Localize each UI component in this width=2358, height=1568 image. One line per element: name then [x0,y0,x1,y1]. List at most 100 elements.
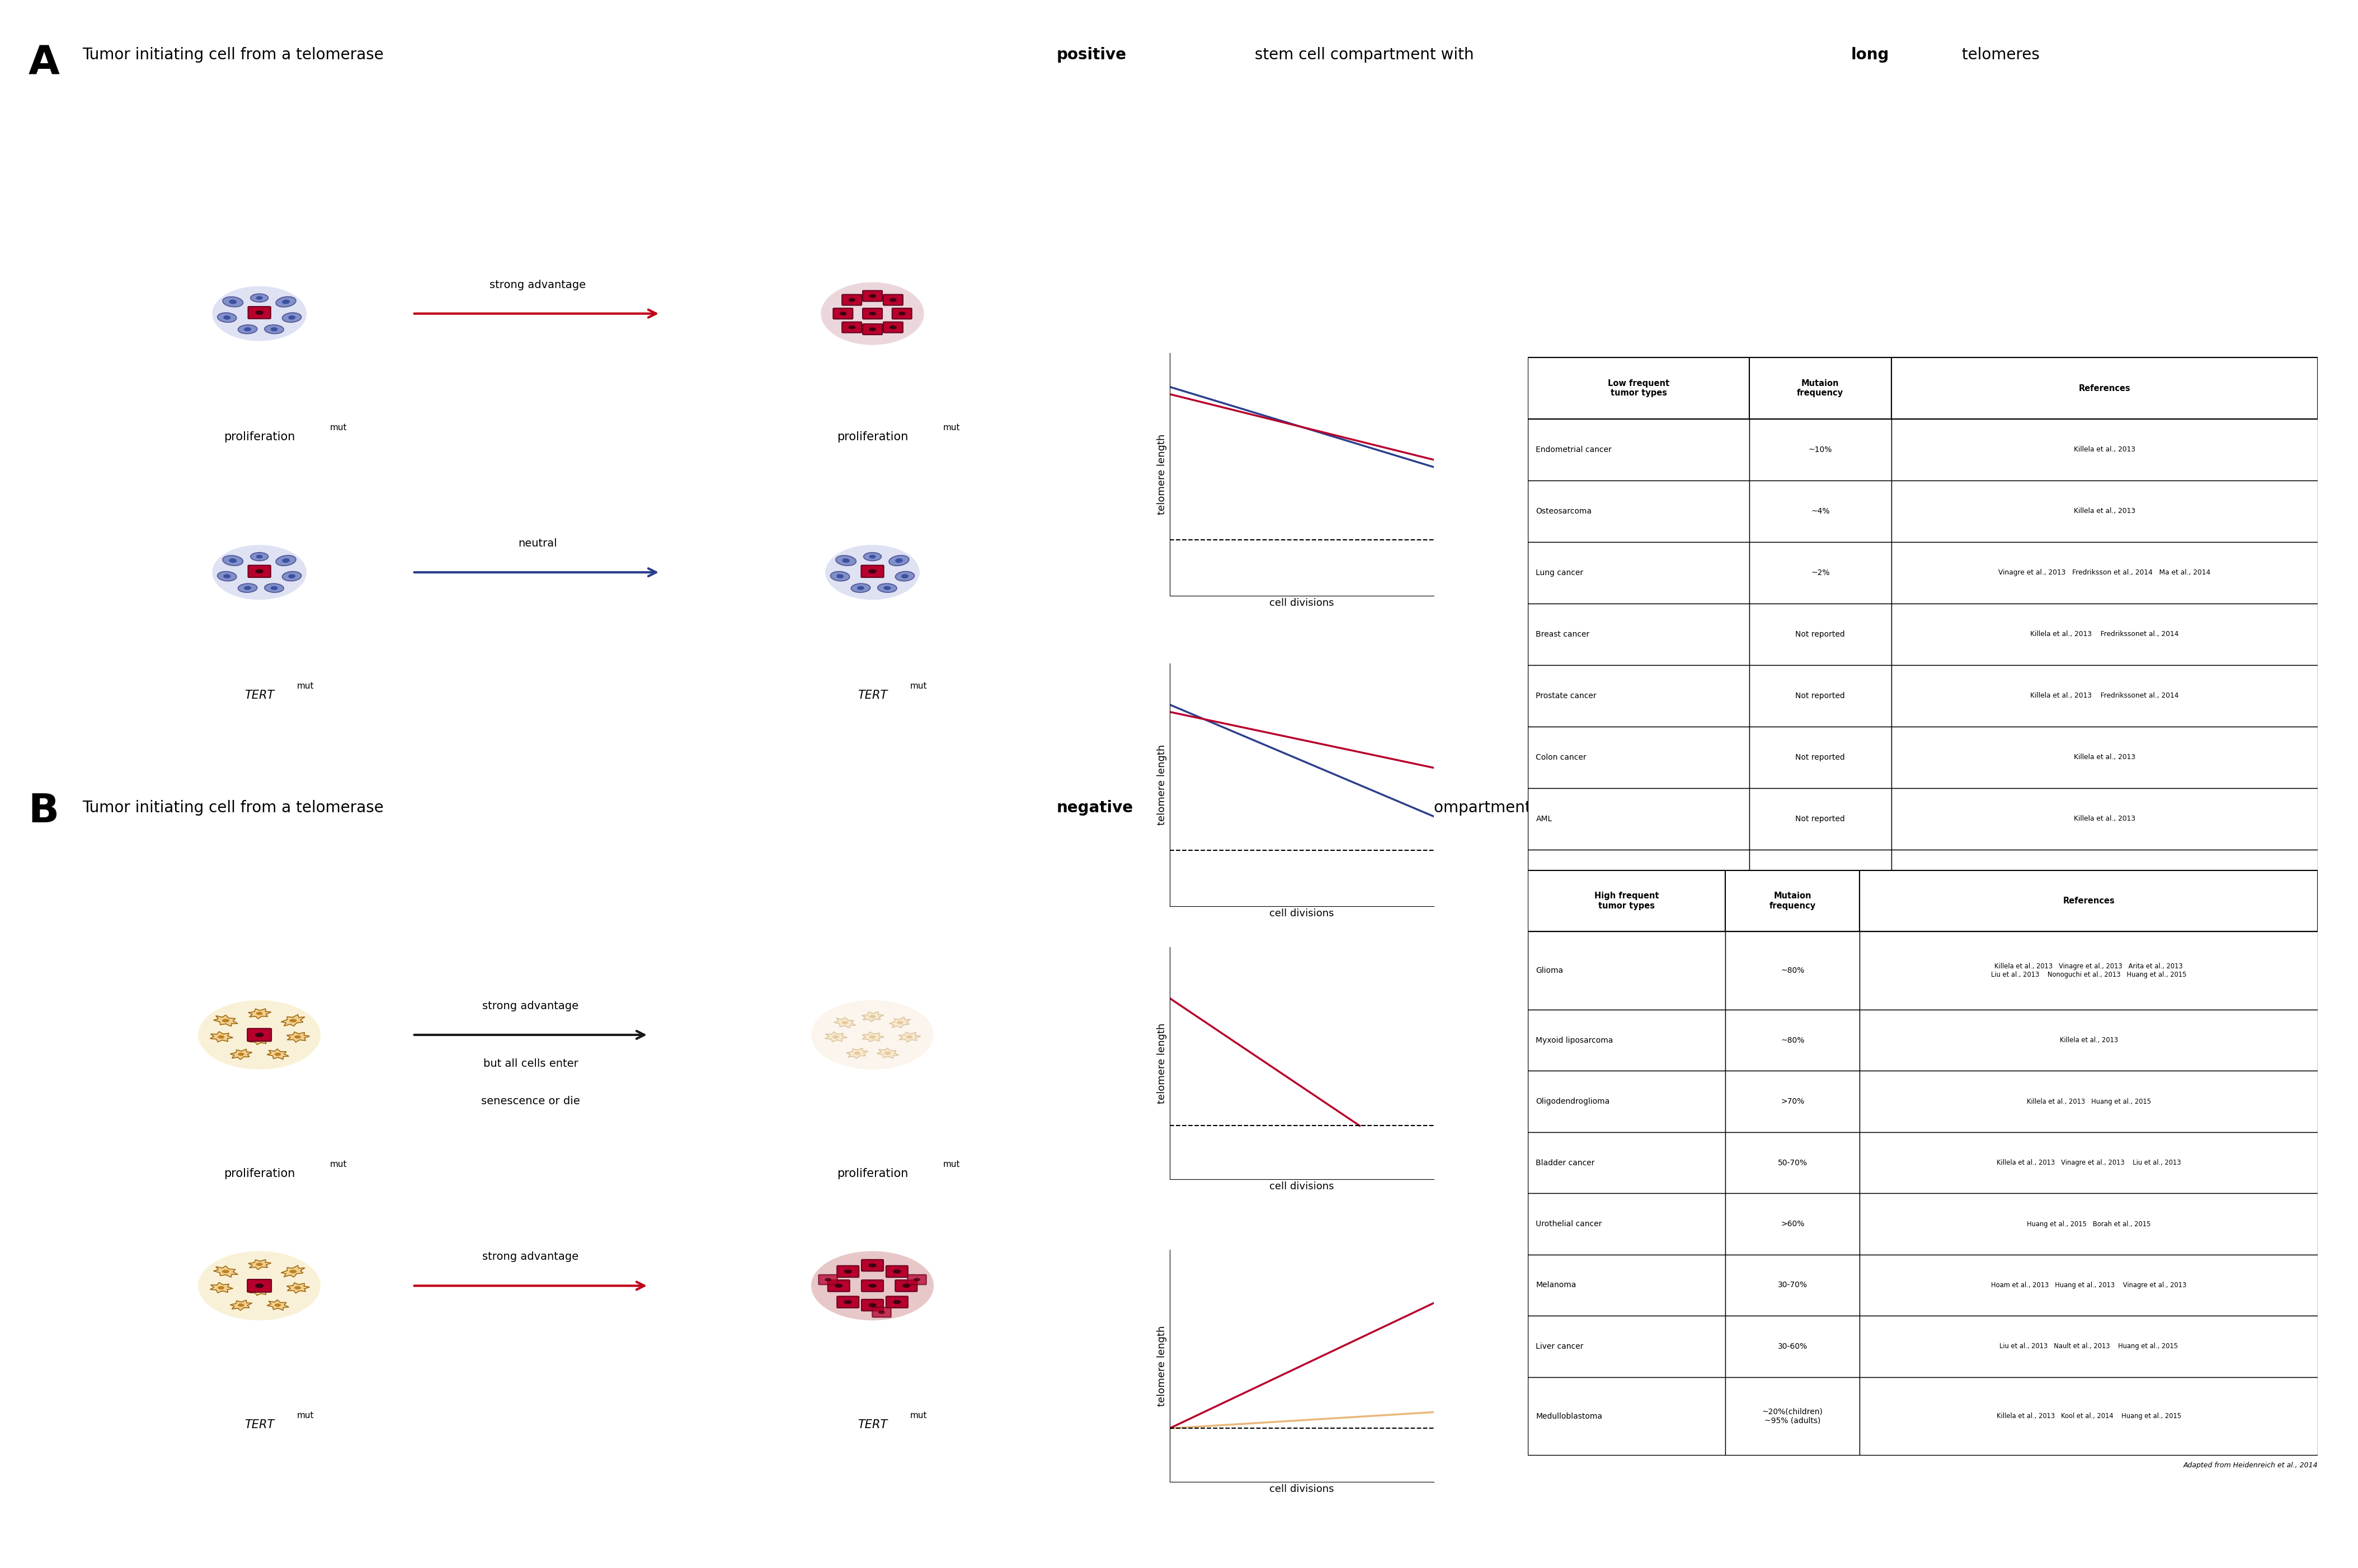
Polygon shape [266,1300,290,1311]
Ellipse shape [844,1270,851,1273]
Ellipse shape [198,1000,321,1069]
Ellipse shape [283,299,290,304]
Text: Killela et al., 2013   Vinagre et al., 2013    Liu et al., 2013: Killela et al., 2013 Vinagre et al., 201… [1997,1159,2181,1167]
Ellipse shape [288,574,295,579]
Text: mut: mut [330,423,347,431]
Text: Killela et al., 2013   Kool et al., 2014    Huang et al., 2015: Killela et al., 2013 Kool et al., 2014 H… [1997,1413,2181,1419]
Text: senescence or die: senescence or die [481,1096,580,1107]
Text: A: A [28,44,59,83]
Text: Killela et al., 2013    Fredrikssonet al., 2014: Killela et al., 2013 Fredrikssonet al., … [2030,630,2179,638]
Polygon shape [863,1032,884,1041]
Ellipse shape [276,555,295,566]
Polygon shape [825,1032,847,1041]
Polygon shape [248,1259,271,1270]
Ellipse shape [894,1300,901,1305]
Bar [1750,419,1891,480]
Text: ~20%(children)
~95% (adults): ~20%(children) ~95% (adults) [1761,1408,1823,1425]
Ellipse shape [222,1019,229,1022]
Ellipse shape [290,1270,297,1273]
Ellipse shape [835,555,856,566]
FancyBboxPatch shape [832,309,854,318]
Bar [1891,480,2318,543]
Text: 30-60%: 30-60% [1778,1342,1809,1350]
Text: strong advantage: strong advantage [490,279,585,290]
FancyBboxPatch shape [861,1259,884,1272]
Ellipse shape [896,558,903,563]
FancyBboxPatch shape [248,566,271,577]
Ellipse shape [868,295,877,298]
Text: Mutaion
frequency: Mutaion frequency [1797,379,1844,397]
Polygon shape [231,1049,252,1060]
Text: short: short [2063,800,2110,815]
FancyBboxPatch shape [887,1297,908,1308]
FancyBboxPatch shape [872,1308,891,1317]
Text: mut: mut [330,1160,347,1168]
Text: proliferation: proliferation [837,431,908,442]
Text: mut: mut [910,1411,927,1419]
Text: Oligodendroglioma: Oligodendroglioma [1535,1098,1611,1105]
Ellipse shape [238,1052,245,1055]
Ellipse shape [856,586,865,590]
Polygon shape [215,1014,238,1027]
Text: strong advantage: strong advantage [483,1000,578,1011]
Text: ~80%: ~80% [1780,966,1804,974]
Y-axis label: telomere length: telomere length [1158,1022,1167,1104]
Bar [1750,789,1891,850]
Ellipse shape [868,1284,877,1287]
Text: Killela et al., 2013   Huang et al., 2015: Killela et al., 2013 Huang et al., 2015 [2028,1098,2150,1105]
Bar [1726,870,1860,931]
Bar [1860,931,2318,1010]
Text: Myxoid liposarcoma: Myxoid liposarcoma [1535,1036,1613,1044]
Ellipse shape [229,558,236,563]
Text: TERT: TERT [858,690,887,701]
Text: Killela et al., 2013: Killela et al., 2013 [2059,1036,2117,1044]
Ellipse shape [889,326,896,329]
Bar [1528,1132,1726,1193]
Ellipse shape [901,574,908,579]
Polygon shape [250,1035,271,1044]
Ellipse shape [198,1251,321,1320]
Text: Mutaion
frequency: Mutaion frequency [1768,892,1816,909]
Text: Not reported: Not reported [1794,753,1844,760]
Bar [1528,1377,1726,1455]
Ellipse shape [868,1303,877,1308]
Ellipse shape [243,586,252,590]
Bar [1891,665,2318,726]
Text: Not reported: Not reported [1794,815,1844,823]
Ellipse shape [274,1303,281,1306]
FancyBboxPatch shape [828,1279,849,1292]
Ellipse shape [217,1286,224,1289]
Text: ~4%: ~4% [1811,508,1830,516]
Text: Hoam et al., 2013   Huang et al., 2013    Vinagre et al., 2013: Hoam et al., 2013 Huang et al., 2013 Vin… [1990,1281,2186,1289]
FancyBboxPatch shape [863,290,882,301]
FancyBboxPatch shape [891,309,913,318]
Ellipse shape [870,555,875,558]
Bar [1528,850,1750,911]
Bar [1860,1377,2318,1455]
Text: Liver cancer: Liver cancer [1535,1342,1585,1350]
Ellipse shape [257,1038,262,1041]
Ellipse shape [868,569,877,574]
Text: Breast cancer: Breast cancer [1535,630,1589,638]
Bar [1750,358,1891,419]
Text: High frequent
tumor types: High frequent tumor types [1594,892,1660,909]
Ellipse shape [224,315,231,320]
Ellipse shape [238,1303,245,1306]
Bar [1860,1132,2318,1193]
X-axis label: cell divisions: cell divisions [1269,1483,1335,1494]
Ellipse shape [295,1035,302,1038]
Text: Killela et al., 2013    Fredrikssonet al., 2014: Killela et al., 2013 Fredrikssonet al., … [2030,691,2179,699]
Text: 50-70%: 50-70% [1778,1159,1809,1167]
Ellipse shape [295,1286,302,1289]
Bar [1726,1132,1860,1193]
Ellipse shape [870,1035,875,1038]
Text: but all cells enter: but all cells enter [483,1058,578,1069]
Ellipse shape [839,312,847,315]
Text: positive: positive [1056,47,1127,63]
Ellipse shape [255,1284,264,1287]
Text: telomeres: telomeres [1957,47,2040,63]
Text: Adapted from Heidenreich et al., 2014: Adapted from Heidenreich et al., 2014 [2184,1461,2318,1469]
Ellipse shape [271,328,278,331]
Ellipse shape [844,1300,851,1305]
Bar [1891,726,2318,789]
